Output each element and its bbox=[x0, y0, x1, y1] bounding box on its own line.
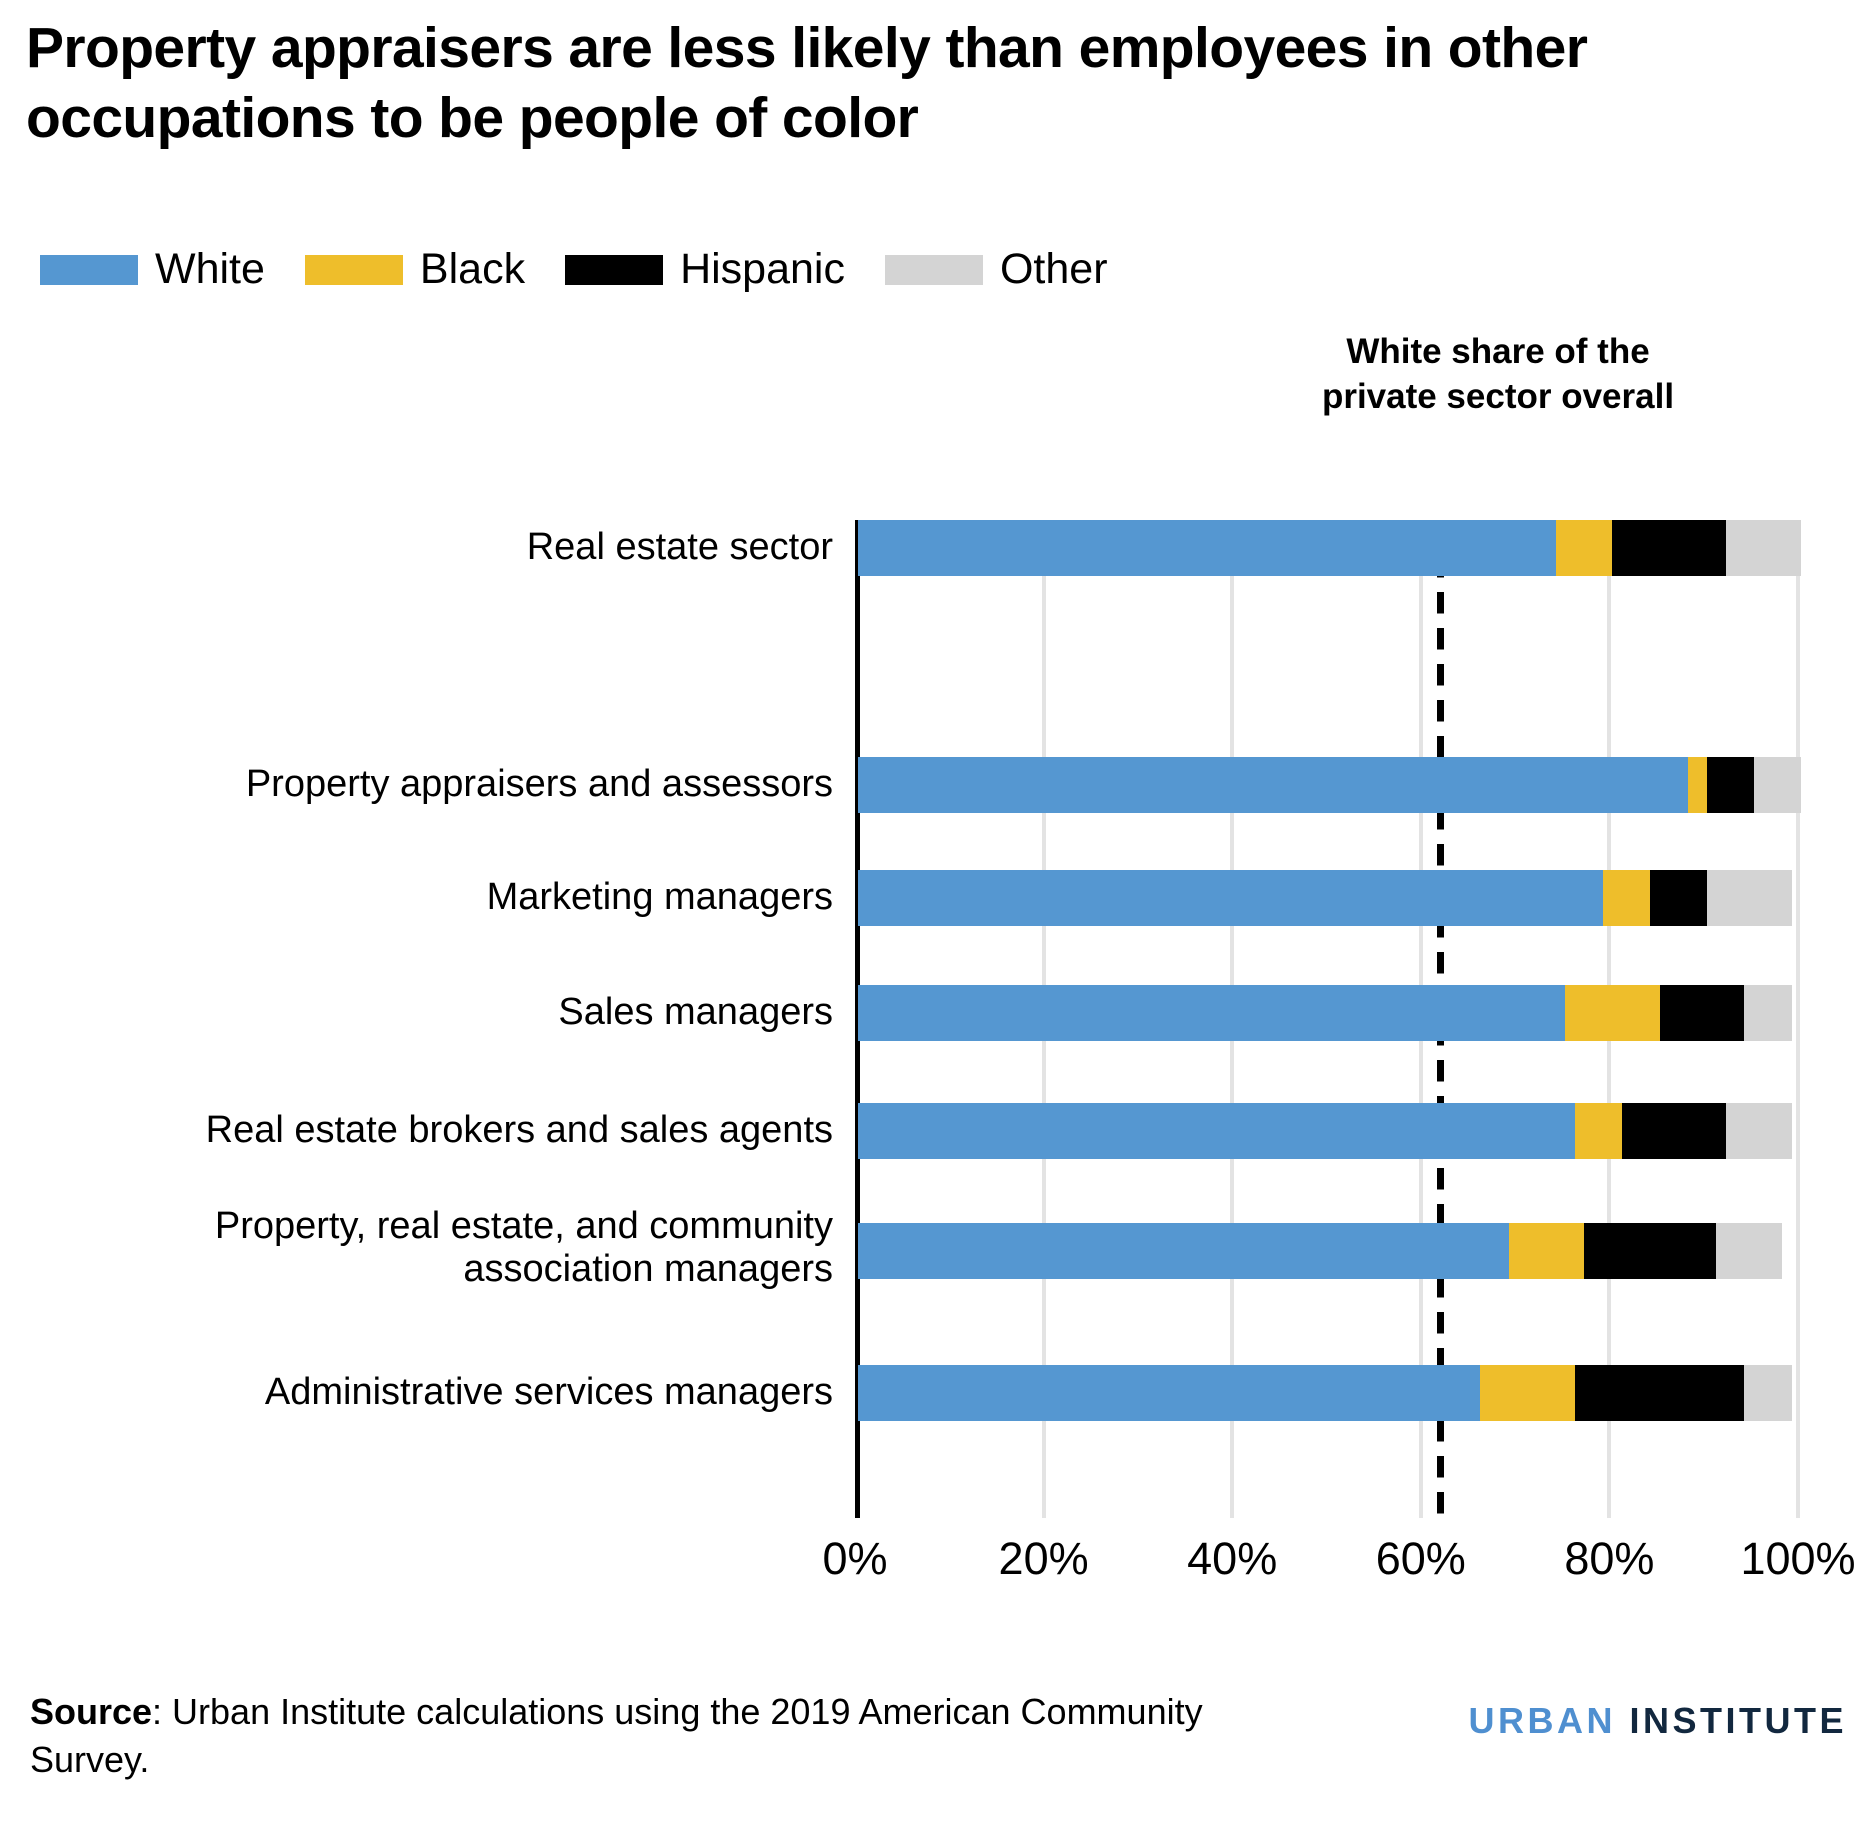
bar-segment-hispanic[interactable] bbox=[1621, 1103, 1726, 1159]
bar-row-label-line: Real estate sector bbox=[526, 526, 833, 568]
bar-row-label-line: association managers bbox=[463, 1248, 833, 1291]
bar-segment-hispanic[interactable] bbox=[1584, 1223, 1717, 1279]
stacked-bar[interactable] bbox=[858, 1365, 1792, 1421]
annotation-line-1: White share of the bbox=[1346, 332, 1650, 371]
legend-swatch-white-icon bbox=[40, 254, 138, 285]
bar-row-label: Sales managers bbox=[0, 990, 833, 1034]
bar-segment-other[interactable] bbox=[1725, 1103, 1792, 1159]
bar-segment-white[interactable] bbox=[858, 1365, 1481, 1421]
bar-row-label: Marketing managers bbox=[0, 875, 833, 919]
bar-row-label-line: Property appraisers and assessors bbox=[245, 763, 833, 805]
bar-segment-white[interactable] bbox=[858, 520, 1556, 576]
bar-segment-black[interactable] bbox=[1555, 520, 1613, 576]
bar-row-label-line: Marketing managers bbox=[486, 876, 833, 918]
bar-row: Real estate brokers and sales agents bbox=[0, 1103, 1875, 1159]
bar-segment-other[interactable] bbox=[1725, 520, 1801, 576]
bar-row: Marketing managers bbox=[0, 870, 1875, 926]
bar-rows: Real estate sector Property appraisers an… bbox=[0, 510, 1875, 1520]
stacked-bar[interactable] bbox=[858, 1223, 1783, 1279]
bar-row: Real estate sector bbox=[0, 520, 1875, 576]
stacked-bar[interactable] bbox=[858, 870, 1792, 926]
bar-row-label: Property appraisers and assessors bbox=[0, 762, 833, 806]
bar-row: Sales managers bbox=[0, 985, 1875, 1041]
x-tick-label: 0% bbox=[822, 1533, 888, 1584]
y-axis-line bbox=[855, 520, 860, 1518]
legend-label: Hispanic bbox=[680, 245, 845, 293]
page-title: Property appraisers are less likely than… bbox=[26, 16, 1588, 150]
bar-segment-hispanic[interactable] bbox=[1650, 870, 1707, 926]
bar-segment-other[interactable] bbox=[1706, 870, 1792, 926]
bar-row-label: Real estate sector bbox=[0, 525, 833, 569]
bar-segment-black[interactable] bbox=[1602, 870, 1651, 926]
bar-row-label: Administrative services managers bbox=[0, 1370, 833, 1414]
x-axis-ticks: 0% 20% 40% 60% 80% 100% bbox=[0, 1533, 1875, 1593]
bar-segment-other[interactable] bbox=[1744, 985, 1792, 1041]
bar-segment-other[interactable] bbox=[1744, 1365, 1792, 1421]
x-tick-label: 80% bbox=[1564, 1533, 1655, 1584]
legend-item-black[interactable]: Black bbox=[304, 245, 526, 293]
bar-segment-other[interactable] bbox=[1753, 757, 1801, 813]
bar-segment-black[interactable] bbox=[1574, 1103, 1622, 1159]
legend-swatch-hispanic-icon bbox=[565, 254, 664, 285]
bar-segment-hispanic[interactable] bbox=[1659, 985, 1745, 1041]
bar-row-label: Real estate brokers and sales agents bbox=[0, 1108, 833, 1152]
bar-row-label-line: Sales managers bbox=[558, 991, 833, 1033]
bar-row: Administrative services managers bbox=[0, 1365, 1875, 1421]
legend-swatch-black-icon bbox=[304, 254, 403, 285]
legend-label: White bbox=[155, 245, 265, 293]
bar-segment-black[interactable] bbox=[1687, 757, 1707, 813]
legend-item-white[interactable]: White bbox=[40, 248, 265, 291]
bar-row-label-line: Property, real estate, and community bbox=[214, 1205, 833, 1247]
urban-institute-logo: URBAN INSTITUTE bbox=[1468, 1700, 1847, 1742]
bar-row-label: Property, real estate, and community asso… bbox=[0, 1205, 833, 1292]
stacked-bar[interactable] bbox=[858, 757, 1801, 813]
bar-segment-white[interactable] bbox=[858, 1103, 1575, 1159]
bar-row: Property appraisers and assessors bbox=[0, 757, 1875, 813]
x-tick-label: 60% bbox=[1375, 1533, 1466, 1584]
bar-segment-white[interactable] bbox=[858, 870, 1603, 926]
gridline-100 bbox=[1796, 520, 1800, 1518]
bar-segment-black[interactable] bbox=[1508, 1223, 1585, 1279]
bar-segment-black[interactable] bbox=[1565, 985, 1660, 1041]
bar-segment-other[interactable] bbox=[1716, 1223, 1783, 1279]
stacked-bar[interactable] bbox=[858, 985, 1792, 1041]
x-tick-label: 20% bbox=[998, 1533, 1089, 1584]
bar-segment-black[interactable] bbox=[1480, 1365, 1575, 1421]
bar-segment-hispanic[interactable] bbox=[1612, 520, 1726, 576]
bar-segment-hispanic[interactable] bbox=[1574, 1365, 1745, 1421]
x-tick-label: 40% bbox=[1187, 1533, 1278, 1584]
stacked-bar[interactable] bbox=[858, 1103, 1792, 1159]
bar-row-label-line: Administrative services managers bbox=[264, 1371, 833, 1413]
x-tick-label: 100% bbox=[1740, 1533, 1856, 1584]
bar-row-label-line: Real estate brokers and sales agents bbox=[205, 1109, 833, 1151]
logo-institute: INSTITUTE bbox=[1629, 1700, 1847, 1741]
legend-item-hispanic[interactable]: Hispanic bbox=[565, 248, 845, 291]
bar-segment-white[interactable] bbox=[858, 985, 1566, 1041]
legend-item-other[interactable]: Other bbox=[884, 245, 1108, 293]
legend-swatch-other-icon bbox=[884, 254, 983, 285]
chart-plot-area: Real estate sector Property appraisers an… bbox=[0, 510, 1875, 1520]
annotation-line-2: private sector overall bbox=[1321, 376, 1675, 416]
legend-label: Black bbox=[419, 245, 526, 293]
bar-segment-white[interactable] bbox=[858, 757, 1688, 813]
chart-legend: White Black Hispanic Other bbox=[40, 248, 1148, 291]
stacked-bar[interactable] bbox=[858, 520, 1801, 576]
bar-segment-hispanic[interactable] bbox=[1706, 757, 1754, 813]
source-label: Source bbox=[30, 1691, 153, 1732]
bar-segment-white[interactable] bbox=[858, 1223, 1509, 1279]
bar-row: Property, real estate, and community asso… bbox=[0, 1205, 1875, 1290]
white-share-annotation: White share of the private sector overal… bbox=[1238, 330, 1758, 420]
legend-label: Other bbox=[999, 245, 1108, 293]
source-note: Source: Urban Institute calculations usi… bbox=[30, 1688, 1240, 1784]
logo-urban: URBAN bbox=[1468, 1700, 1616, 1741]
source-text: : Urban Institute calculations using the… bbox=[30, 1691, 1203, 1780]
